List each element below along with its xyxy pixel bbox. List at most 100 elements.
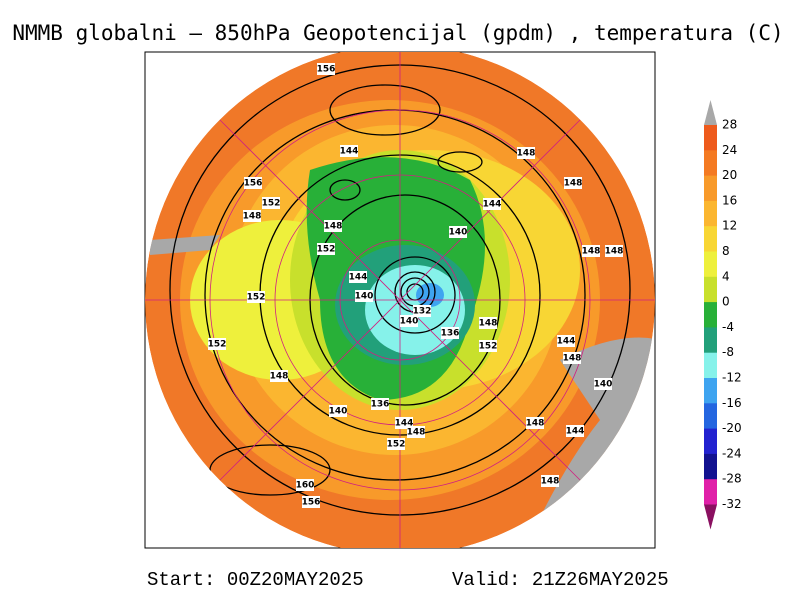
contour-label-bg <box>483 198 501 210</box>
colorbar-label: 4 <box>722 269 730 283</box>
colorbar-label: -4 <box>722 320 734 334</box>
colorbar-segment <box>704 302 717 328</box>
start-time: Start: 00Z20MAY2025 <box>147 569 364 591</box>
colorbar-under <box>704 504 717 530</box>
contour-label: 140 <box>400 317 419 327</box>
contour-label: 160 <box>296 481 315 491</box>
colorbar-label: 24 <box>722 143 737 157</box>
contour-label-bg <box>324 220 342 232</box>
contour-label-bg <box>262 197 280 209</box>
contour-label: 144 <box>483 200 502 210</box>
contour-label-bg <box>517 147 535 159</box>
colorbar-segment <box>704 378 717 404</box>
colorbar-label: 20 <box>722 168 737 182</box>
contour-label-bg <box>387 438 405 450</box>
colorbar-segment <box>704 327 717 354</box>
contour-label-bg <box>244 177 262 189</box>
contour-label: 144 <box>557 337 576 347</box>
colorbar-label: 16 <box>722 193 737 207</box>
colorbar-segment <box>704 428 717 455</box>
contour-label: 156 <box>302 498 321 508</box>
colorbar-segment <box>704 479 717 505</box>
contour-label-bg <box>208 338 226 350</box>
contour-label: 136 <box>441 329 460 339</box>
contour-label: 152 <box>317 245 336 255</box>
contour-label-bg <box>441 327 459 339</box>
contour-label: 132 <box>413 307 432 317</box>
contour-label: 148 <box>563 354 582 364</box>
colorbar-label: -24 <box>722 446 742 460</box>
contour-label: 148 <box>582 247 601 257</box>
colorbar-segment <box>704 453 717 480</box>
contour-label: 152 <box>479 342 498 352</box>
colorbar-label: 12 <box>722 219 737 233</box>
contour-label-bg <box>400 315 418 327</box>
contour-label-bg <box>479 317 497 329</box>
valid-time: Valid: 21Z26MAY2025 <box>452 569 669 591</box>
colorbar-label: -32 <box>722 497 742 511</box>
contour-label: 144 <box>566 427 585 437</box>
contour-label-bg <box>371 398 389 410</box>
colorbar-segment <box>704 276 717 303</box>
contour-label: 140 <box>449 228 468 238</box>
colorbar: 28 24 20 16 12 8 4 0 -4 -8 -12 -16 -20 -24 -28 -32 <box>704 100 742 530</box>
contour-label-bg <box>594 378 612 390</box>
contour-label: 140 <box>329 407 348 417</box>
colorbar-segment <box>704 352 717 379</box>
contour-label: 148 <box>270 372 289 382</box>
colorbar-label: -8 <box>722 345 734 359</box>
contour-label: 152 <box>208 340 227 350</box>
contour-label-bg <box>541 475 559 487</box>
contour-label-bg <box>340 145 358 157</box>
contour-label-bg <box>247 291 265 303</box>
colorbar-label: -12 <box>722 371 742 385</box>
contour-label: 148 <box>407 428 426 438</box>
contour-label-bg <box>526 417 544 429</box>
contour-label-bg <box>355 290 373 302</box>
contour-label: 148 <box>564 179 583 189</box>
contour-label: 144 <box>395 419 414 429</box>
contour-label: 156 <box>244 179 263 189</box>
contour-label-bg <box>407 426 425 438</box>
contour-label: 156 <box>317 65 336 75</box>
contour-label: 148 <box>243 212 262 222</box>
contour-label-bg <box>317 243 335 255</box>
colorbar-label: -16 <box>722 396 742 410</box>
contour-label: 148 <box>517 149 536 159</box>
colorbar-label: 28 <box>722 118 737 132</box>
contour-label: 148 <box>541 477 560 487</box>
contour-label: 148 <box>479 319 498 329</box>
contour-label: 148 <box>324 222 343 232</box>
contour-label: 136 <box>371 400 390 410</box>
contour-label: 140 <box>594 380 613 390</box>
contour-label-bg <box>605 245 623 257</box>
colorbar-segment <box>704 200 717 227</box>
colorbar-label: -28 <box>722 472 742 486</box>
colorbar-segment <box>704 251 717 278</box>
contour-label: 152 <box>262 199 281 209</box>
contour-label: 144 <box>340 147 359 157</box>
colorbar-segment <box>704 403 717 430</box>
contour-label-bg <box>557 335 575 347</box>
contour-label-bg <box>564 177 582 189</box>
colorbar-segment <box>704 175 717 202</box>
contour-label-bg <box>243 210 261 222</box>
colorbar-label: 0 <box>722 295 730 309</box>
contour-label: 152 <box>247 293 266 303</box>
colorbar-segment <box>704 125 717 151</box>
contour-label: 148 <box>526 419 545 429</box>
contour-label: 152 <box>387 440 406 450</box>
colorbar-label: -20 <box>722 421 742 435</box>
colorbar-over <box>704 100 717 125</box>
contour-label-bg <box>270 370 288 382</box>
contour-label-bg <box>296 479 314 491</box>
contour-label-bg <box>317 63 335 75</box>
contour-label-bg <box>479 340 497 352</box>
contour-label-bg <box>413 305 431 317</box>
colorbar-segment <box>704 150 717 177</box>
contour-label-bg <box>563 352 581 364</box>
contour-label-bg <box>582 245 600 257</box>
